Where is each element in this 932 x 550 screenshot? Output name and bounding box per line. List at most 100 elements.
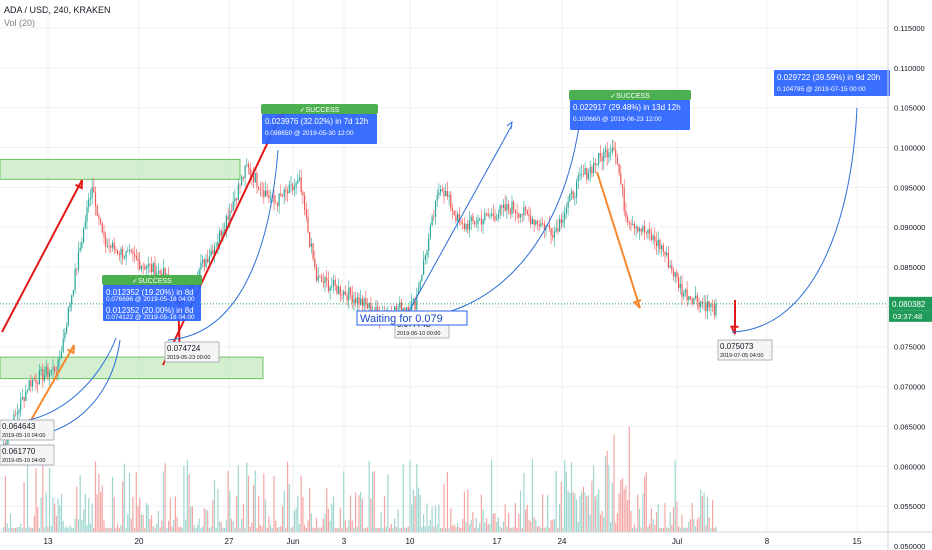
volume-bar [341, 527, 343, 532]
volume-bar [42, 464, 44, 532]
candle-body [74, 268, 76, 291]
prediction-text: 0.012352 (20.00%) in 8d [106, 306, 194, 315]
candle-body [509, 209, 511, 214]
volume-bar [247, 475, 250, 532]
volume-bar [695, 526, 697, 532]
volume-bar [339, 507, 341, 532]
candle-body [25, 390, 27, 402]
volume-bar [684, 527, 686, 532]
volume-bar [324, 513, 326, 532]
volume-bar [638, 508, 641, 532]
volume-bar [232, 521, 234, 532]
volume-bar [383, 496, 386, 532]
volume-bar [266, 527, 268, 532]
volume-bar [230, 518, 233, 532]
volume-bar [234, 527, 236, 532]
prediction-text: 0.023976 (32.02%) in 7d 12h [265, 117, 368, 126]
candle-body [281, 195, 284, 197]
candle-body [669, 265, 671, 268]
volume-bar [213, 480, 216, 532]
candle-body [336, 285, 338, 294]
volume-bar [45, 492, 47, 532]
candle-body [569, 193, 571, 202]
volume-bar [212, 500, 214, 532]
x-tick-label: 8 [765, 537, 770, 546]
volume-bar [411, 504, 413, 532]
volume-bar [202, 526, 204, 532]
candle-body [560, 219, 562, 224]
volume-bar [671, 525, 673, 532]
volume-bar [302, 496, 304, 532]
candle-body [327, 280, 329, 291]
candle-body [676, 272, 678, 278]
candle-body [715, 303, 717, 316]
volume-bar [654, 525, 656, 532]
volume-bar [389, 527, 391, 532]
candle-body [501, 205, 503, 208]
candle-body [142, 265, 144, 267]
candle-body [426, 250, 428, 256]
volume-bar [632, 528, 634, 532]
candle-body [465, 223, 467, 230]
candle-body [485, 213, 488, 214]
volume-bar [219, 521, 221, 532]
volume-bar [50, 525, 52, 532]
y-tick-label: 0.085000 [894, 263, 925, 272]
candle-body [307, 216, 309, 233]
volume-bar [72, 527, 74, 532]
candle-body [645, 232, 647, 234]
current-price-tag [889, 296, 932, 311]
volume-bar [310, 513, 312, 532]
candle-body [579, 174, 581, 176]
volume-bar [528, 519, 530, 532]
volume-bar [701, 496, 703, 532]
volume-bars [3, 426, 717, 532]
candle-body [572, 191, 574, 198]
volume-bar [30, 527, 32, 532]
candle-body [151, 264, 153, 272]
volume-bar [217, 488, 219, 532]
candle-body [283, 189, 285, 197]
volume-bar [508, 512, 510, 532]
volume-bar [509, 527, 511, 532]
candle-body [489, 215, 491, 217]
candle-body [693, 298, 695, 304]
volume-bar [633, 524, 635, 532]
volume-bar [79, 475, 81, 532]
candle-body [86, 207, 88, 222]
volume-bar [385, 526, 387, 532]
arrow-shaft [162, 109, 284, 366]
candle-body [431, 216, 433, 226]
candle-body [208, 256, 210, 263]
volume-bar [147, 504, 149, 532]
prediction-subtext: 0.074122 @ 2019-05-18 04:00 [106, 314, 195, 321]
volume-bar [64, 527, 66, 532]
volume-bar [712, 499, 714, 532]
volume-bar [446, 471, 448, 532]
volume-bar [489, 523, 491, 532]
candle-body [64, 332, 66, 339]
volume-bar [152, 526, 154, 532]
candle-body [375, 306, 377, 313]
volume-bar [168, 520, 170, 532]
volume-bar [111, 476, 114, 532]
volume-bar [304, 524, 306, 532]
candle-body [326, 277, 328, 281]
volume-bar [485, 517, 488, 532]
volume-bar [43, 527, 46, 532]
candle-body [135, 255, 137, 259]
volume-bar [103, 520, 105, 532]
volume-bar [253, 485, 255, 532]
volume-bar [326, 488, 328, 532]
candle-body [455, 215, 457, 222]
volume-bar [589, 514, 591, 532]
volume-bar [506, 526, 508, 532]
prediction-box: ✓SUCCESS 0.023976 (32.02%) in 7d 12h 0.098… [261, 104, 378, 144]
volume-bar [67, 527, 69, 532]
volume-bar [421, 527, 423, 532]
y-tick-label: 0.050000 [894, 542, 925, 550]
candle-body [128, 250, 131, 251]
candle-body [40, 369, 42, 371]
candle-body [491, 213, 493, 216]
